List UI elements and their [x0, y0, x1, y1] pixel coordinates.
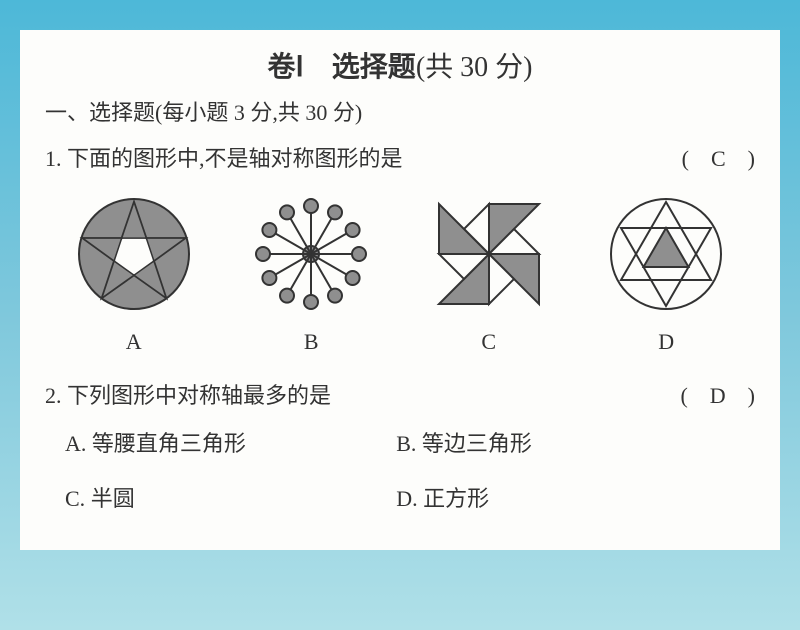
- q2-opt-d: D. 正方形: [396, 479, 727, 519]
- title-points: (共 30 分): [416, 52, 533, 83]
- q2-options: A. 等腰直角三角形 B. 等边三角形 C. 半圆 D. 正方形: [65, 416, 755, 527]
- q2-opt-a: A. 等腰直角三角形: [65, 424, 396, 464]
- fig-d-label: D: [606, 322, 726, 362]
- opt-val: 半圆: [91, 486, 135, 511]
- q2-answer: ( D ): [680, 376, 755, 416]
- question-1: 1. 下面的图形中,不是轴对称图形的是 ( C ) A: [45, 139, 755, 361]
- opt-val: 正方形: [423, 486, 489, 511]
- q2-num: 2.: [45, 383, 62, 408]
- pinwheel-icon: [429, 194, 549, 314]
- question-2: 2. 下列图形中对称轴最多的是 ( D ) A. 等腰直角三角形 B. 等边三角…: [45, 376, 755, 527]
- q2-stem: 下列图形中对称轴最多的是: [67, 383, 331, 408]
- q2-opt-c: C. 半圆: [65, 479, 396, 519]
- opt-key: C.: [65, 486, 85, 511]
- tri-circle-icon: [606, 194, 726, 314]
- opt-key: A.: [65, 431, 86, 456]
- opt-val: 等边三角形: [422, 431, 532, 456]
- opt-val: 等腰直角三角形: [92, 431, 246, 456]
- radial-dots-icon: [251, 194, 371, 314]
- fig-a: A: [74, 194, 194, 362]
- opt-key: D.: [396, 486, 417, 511]
- section-header-text: 一、选择题: [45, 100, 155, 125]
- fig-b-label: B: [251, 322, 371, 362]
- q2-opt-b: B. 等边三角形: [396, 424, 727, 464]
- star-circle-icon: [74, 194, 194, 314]
- title-prefix: 卷Ⅰ: [268, 52, 304, 83]
- q1-text: 1. 下面的图形中,不是轴对称图形的是: [45, 139, 403, 179]
- fig-c: C: [429, 194, 549, 362]
- q1-figures: A: [45, 194, 755, 362]
- page-title: 卷Ⅰ 选择题(共 30 分): [45, 45, 755, 85]
- q1-answer: ( C ): [682, 139, 755, 179]
- section-header: 一、选择题(每小题 3 分,共 30 分): [45, 95, 755, 127]
- fig-b: B: [251, 194, 371, 362]
- fig-d: D: [606, 194, 726, 362]
- exam-page: 卷Ⅰ 选择题(共 30 分) 一、选择题(每小题 3 分,共 30 分) 1. …: [20, 30, 780, 550]
- q1-num: 1.: [45, 146, 62, 171]
- title-main: 选择题: [304, 52, 416, 83]
- q1-line: 1. 下面的图形中,不是轴对称图形的是 ( C ): [45, 139, 755, 179]
- fig-a-label: A: [74, 322, 194, 362]
- q1-stem: 下面的图形中,不是轴对称图形的是: [67, 146, 403, 171]
- q2-line: 2. 下列图形中对称轴最多的是 ( D ): [45, 376, 755, 416]
- fig-c-label: C: [429, 322, 549, 362]
- opt-key: B.: [396, 431, 416, 456]
- section-sub: (每小题 3 分,共 30 分): [155, 100, 362, 125]
- q2-text: 2. 下列图形中对称轴最多的是: [45, 376, 331, 416]
